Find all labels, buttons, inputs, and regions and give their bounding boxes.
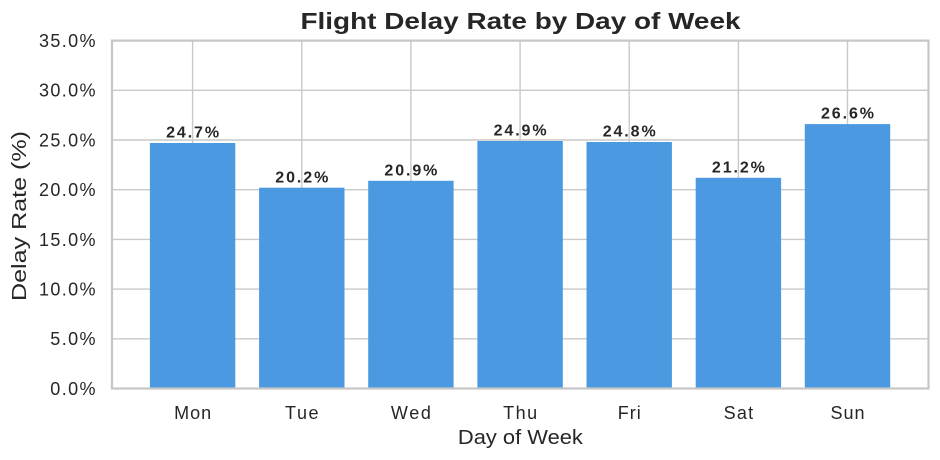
- svg-text:0.0%: 0.0%: [50, 379, 95, 399]
- svg-text:Wed: Wed: [391, 403, 431, 423]
- svg-text:30.0%: 30.0%: [39, 81, 96, 101]
- svg-text:20.0%: 20.0%: [39, 180, 96, 200]
- svg-text:Delay Rate (%): Delay Rate (%): [9, 131, 31, 301]
- svg-text:Day of Week: Day of Week: [458, 427, 584, 449]
- svg-text:Fri: Fri: [618, 403, 641, 423]
- svg-text:Sun: Sun: [831, 403, 865, 423]
- svg-text:Mon: Mon: [174, 403, 211, 423]
- svg-text:Thu: Thu: [503, 403, 537, 423]
- svg-text:15.0%: 15.0%: [39, 230, 96, 250]
- svg-text:Flight Delay Rate by Day of We: Flight Delay Rate by Day of Week: [301, 8, 741, 34]
- svg-text:5.0%: 5.0%: [50, 329, 95, 349]
- svg-text:10.0%: 10.0%: [39, 280, 96, 300]
- svg-text:Tue: Tue: [285, 403, 319, 423]
- svg-text:35.0%: 35.0%: [39, 31, 96, 51]
- svg-text:25.0%: 25.0%: [39, 130, 96, 150]
- svg-text:Sat: Sat: [724, 403, 754, 423]
